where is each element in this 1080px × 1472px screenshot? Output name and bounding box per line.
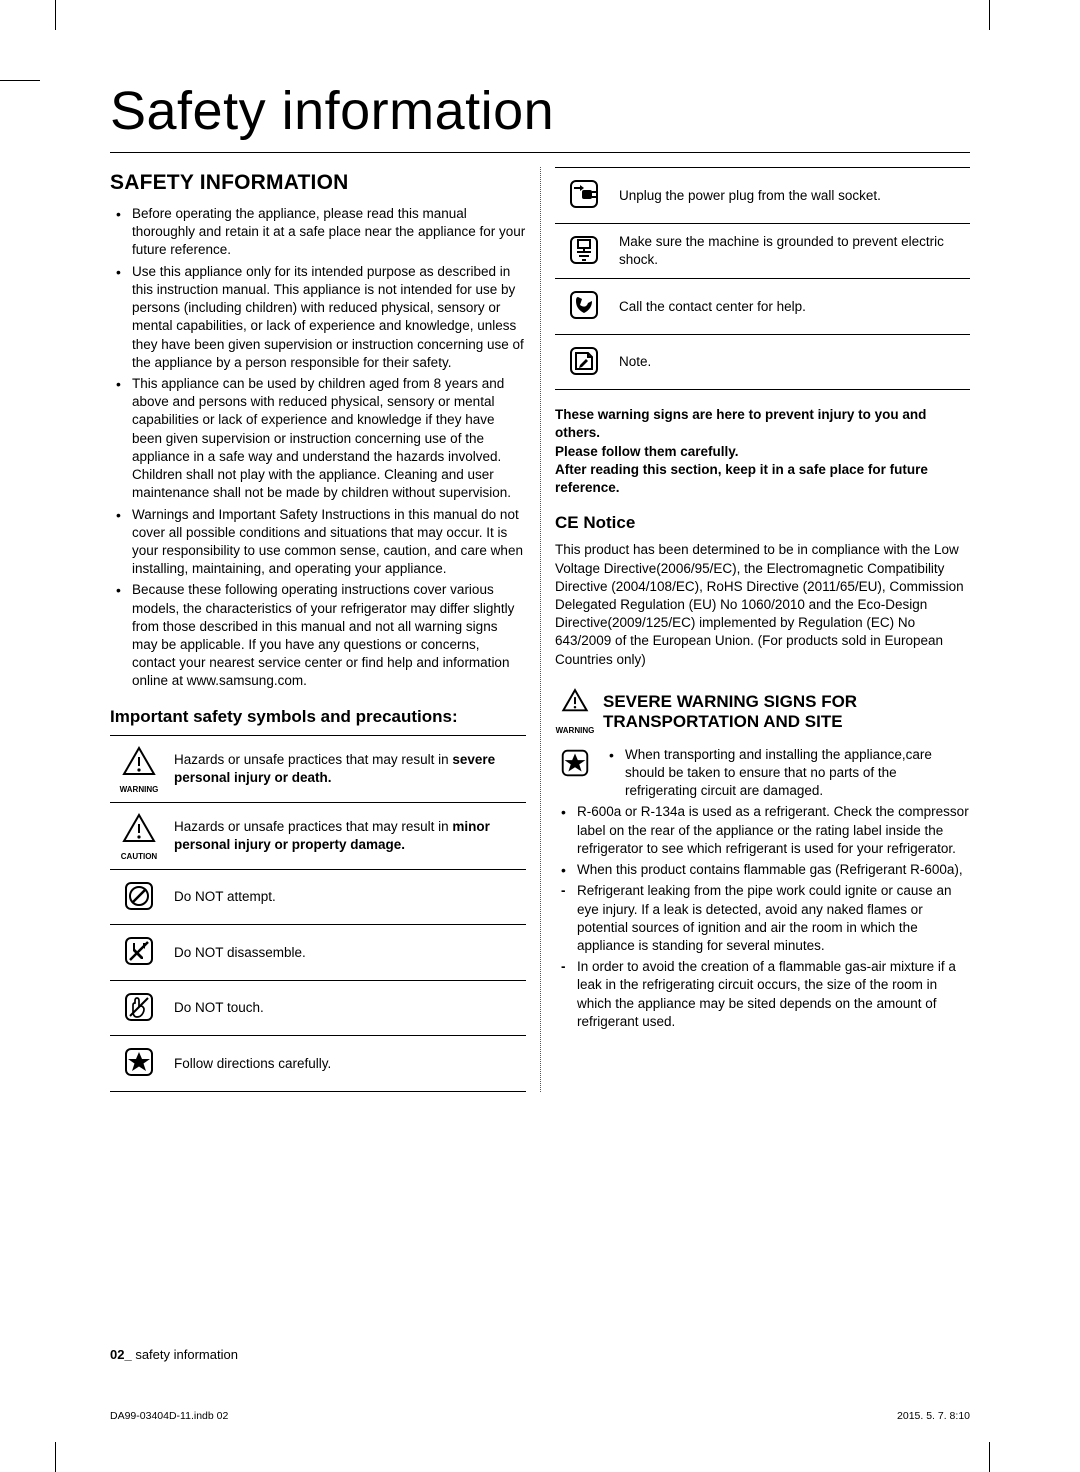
list-item: This appliance can be used by children a…	[110, 375, 526, 503]
warning-label: WARNING	[116, 785, 162, 795]
section-heading: SAFETY INFORMATION	[110, 171, 526, 195]
call-center-icon	[564, 285, 604, 325]
list-item: Refrigerant leaking from the pipe work c…	[555, 882, 970, 955]
severe-warning-heading: WARNING SEVERE WARNING SIGNS FOR TRANSPO…	[555, 687, 970, 738]
date-footer: 2015. 5. 7. 8:10	[897, 1410, 970, 1422]
note-icon	[564, 341, 604, 381]
severe-dash-list: Refrigerant leaking from the pipe work c…	[555, 882, 970, 1031]
do-not-attempt-icon	[119, 876, 159, 916]
symbols-table-right: Unplug the power plug from the wall sock…	[555, 167, 970, 390]
list-item: In order to avoid the creation of a flam…	[555, 958, 970, 1031]
indb-footer: DA99-03404D-11.indb 02	[110, 1410, 228, 1422]
list-item: When this product contains flammable gas…	[555, 861, 970, 879]
symbol-desc: Call the contact center for help.	[613, 279, 970, 335]
table-row: Follow directions carefully.	[110, 1036, 526, 1092]
symbol-desc: Do NOT attempt.	[168, 869, 526, 925]
symbol-desc: Hazards or unsafe practices that may res…	[168, 802, 526, 869]
warning-label: WARNING	[556, 726, 595, 735]
symbols-heading: Important safety symbols and precautions…	[110, 707, 526, 727]
table-row: CAUTION Hazards or unsafe practices that…	[110, 802, 526, 869]
table-row: WARNING Hazards or unsafe practices that…	[110, 735, 526, 802]
table-row: Note.	[555, 334, 970, 390]
table-row: Do NOT touch.	[110, 980, 526, 1036]
symbol-desc: Do NOT disassemble.	[168, 925, 526, 981]
list-item: R-600a or R-134a is used as a refrigeran…	[555, 803, 970, 858]
caution-label: CAUTION	[116, 852, 162, 862]
severe-heading-text: SEVERE WARNING SIGNS FOR TRANSPORTATION …	[603, 692, 970, 733]
symbol-desc: Follow directions carefully.	[168, 1036, 526, 1092]
symbols-table-left: WARNING Hazards or unsafe practices that…	[110, 735, 526, 1092]
table-row: Do NOT disassemble.	[110, 925, 526, 981]
symbol-desc: Do NOT touch.	[168, 980, 526, 1036]
unplug-icon	[564, 174, 604, 214]
severe-bullets: R-600a or R-134a is used as a refrigeran…	[555, 803, 970, 879]
warning-triangle-icon	[119, 742, 159, 782]
right-column: Unplug the power plug from the wall sock…	[540, 167, 970, 1092]
footer-text: safety information	[132, 1347, 238, 1362]
list-item: Before operating the appliance, please r…	[110, 205, 526, 260]
caution-triangle-icon	[119, 809, 159, 849]
list-item: Warnings and Important Safety Instructio…	[110, 506, 526, 579]
do-not-disassemble-icon	[119, 931, 159, 971]
list-item: When transporting and installing the app…	[603, 746, 970, 801]
follow-directions-icon	[558, 767, 592, 784]
list-item: Because these following operating instru…	[110, 581, 526, 690]
table-row: Unplug the power plug from the wall sock…	[555, 168, 970, 224]
two-column-layout: SAFETY INFORMATION Before operating the …	[110, 167, 970, 1092]
do-not-touch-icon	[119, 987, 159, 1027]
ground-icon	[564, 230, 604, 270]
follow-directions-icon	[119, 1042, 159, 1082]
warning-signs-note: These warning signs are here to prevent …	[555, 406, 970, 497]
table-row: Call the contact center for help.	[555, 279, 970, 335]
list-item: Use this appliance only for its intended…	[110, 263, 526, 372]
table-row: Do NOT attempt.	[110, 869, 526, 925]
table-row: Make sure the machine is grounded to pre…	[555, 223, 970, 279]
symbol-desc: Make sure the machine is grounded to pre…	[613, 223, 970, 279]
page-footer: 02_ safety information	[110, 1347, 238, 1362]
symbol-desc: Unplug the power plug from the wall sock…	[613, 168, 970, 224]
star-bullet-block: When transporting and installing the app…	[555, 746, 970, 804]
left-column: SAFETY INFORMATION Before operating the …	[110, 167, 540, 1092]
page-title: Safety information	[110, 80, 970, 142]
warning-triangle-icon	[559, 702, 591, 719]
title-rule	[110, 152, 970, 153]
ce-notice-heading: CE Notice	[555, 513, 970, 533]
page-number: 02_	[110, 1347, 132, 1362]
ce-notice-text: This product has been determined to be i…	[555, 541, 970, 669]
symbol-desc: Hazards or unsafe practices that may res…	[168, 735, 526, 802]
symbol-desc: Note.	[613, 334, 970, 390]
intro-bullets: Before operating the appliance, please r…	[110, 205, 526, 691]
